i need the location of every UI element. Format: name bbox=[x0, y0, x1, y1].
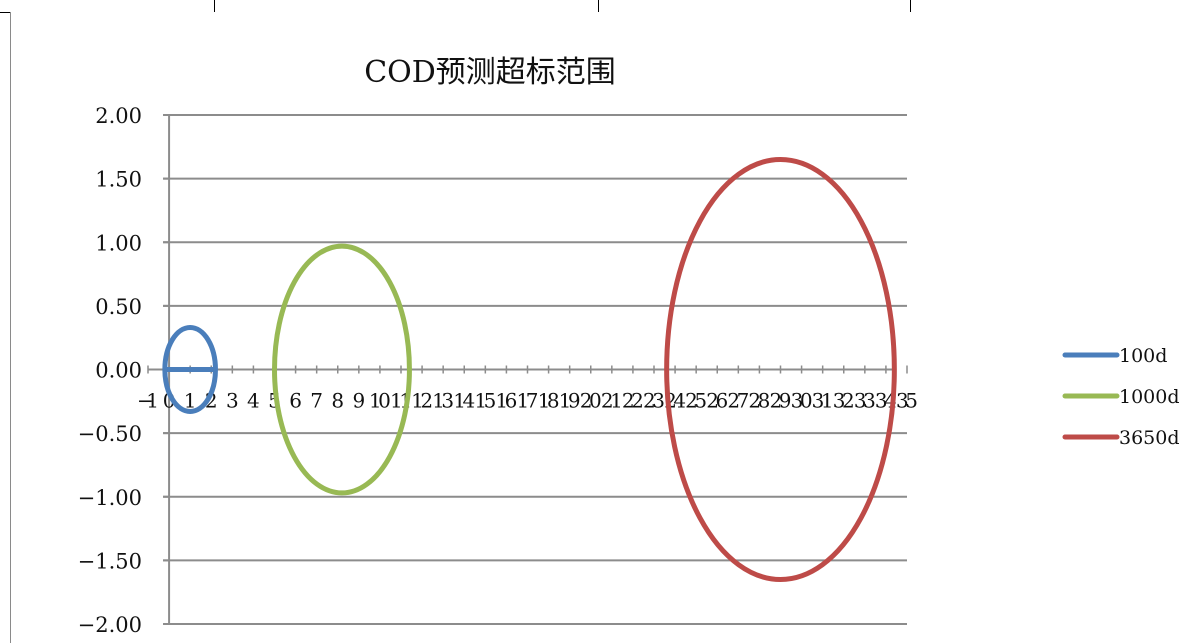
x-tick-labels: −1 0 1 2 3 4 5 6 7 8 9 10 11 12 13 14 15 16 17 18 19 20 21 22 23… bbox=[137, 389, 918, 413]
x-tick-label: 19 bbox=[559, 389, 581, 413]
x-tick-label: 4 bbox=[247, 389, 260, 413]
y-tick-label: −1.00 bbox=[78, 486, 142, 510]
x-tick-label: 31 bbox=[812, 389, 834, 413]
y-tick-labels: 2.00 1.50 1.00 0.50 0.00 −0.50 −1.00 −1.50 −2.00 bbox=[78, 104, 142, 637]
x-tick-label: −1 bbox=[137, 389, 159, 413]
x-tick-label: 32 bbox=[833, 389, 855, 413]
x-tick-label: 9 bbox=[352, 389, 365, 413]
x-tick-label: 8 bbox=[331, 389, 344, 413]
x-tick-label: 26 bbox=[706, 389, 728, 413]
x-tick-label: 17 bbox=[517, 389, 539, 413]
cell-divider bbox=[598, 0, 599, 12]
series-1000d-ellipse bbox=[272, 243, 412, 496]
axes bbox=[147, 114, 908, 625]
x-tick-label: 21 bbox=[601, 389, 623, 413]
x-tick-label: 14 bbox=[453, 389, 475, 413]
x-tick-label: 16 bbox=[495, 389, 517, 413]
y-tick-label: 0.50 bbox=[95, 295, 142, 319]
series-3650d-ellipse bbox=[664, 157, 897, 582]
cell-divider bbox=[214, 0, 215, 12]
x-tick-label: 15 bbox=[474, 389, 496, 413]
x-tick-label: 25 bbox=[685, 389, 707, 413]
x-tick-label: 29 bbox=[770, 389, 792, 413]
x-tick-label: 28 bbox=[748, 389, 770, 413]
y-tick-label: −2.00 bbox=[78, 613, 142, 637]
series-layer bbox=[162, 157, 897, 582]
gridlines bbox=[163, 114, 907, 625]
x-tick-label: 1 bbox=[184, 389, 197, 413]
y-tick-label: −0.50 bbox=[78, 422, 142, 446]
legend-label-100d: 100d bbox=[1119, 345, 1167, 367]
x-tick-label: 13 bbox=[432, 389, 454, 413]
y-tick-label: 0.00 bbox=[95, 359, 142, 383]
x-tick-label: 33 bbox=[854, 389, 876, 413]
x-tick-label: 23 bbox=[643, 389, 665, 413]
x-tick-label: 20 bbox=[580, 389, 602, 413]
x-tick-label: 6 bbox=[289, 389, 302, 413]
legend: 100d 1000d 3650d bbox=[1062, 345, 1180, 449]
x-tick-label: 7 bbox=[310, 389, 323, 413]
y-tick-label: 2.00 bbox=[95, 104, 142, 128]
x-tick-label: 27 bbox=[727, 389, 749, 413]
x-tick-label: 3 bbox=[226, 389, 239, 413]
legend-label-1000d: 1000d bbox=[1119, 386, 1180, 408]
x-tick-label: 22 bbox=[622, 389, 644, 413]
chart-title: COD预测超标范围 bbox=[364, 55, 616, 90]
x-tick-label: 10 bbox=[369, 389, 391, 413]
x-tick-label: 12 bbox=[411, 389, 433, 413]
y-tick-label: 1.50 bbox=[95, 168, 142, 192]
x-tick-label: 18 bbox=[538, 389, 560, 413]
chart-area[interactable] bbox=[10, 12, 1199, 643]
legend-label-3650d: 3650d bbox=[1119, 427, 1180, 449]
x-tick-label: 35 bbox=[896, 389, 918, 413]
cell-divider bbox=[910, 0, 911, 12]
y-tick-label: 1.00 bbox=[95, 231, 142, 255]
y-tick-label: −1.50 bbox=[78, 549, 142, 573]
x-tick-label: 30 bbox=[791, 389, 813, 413]
